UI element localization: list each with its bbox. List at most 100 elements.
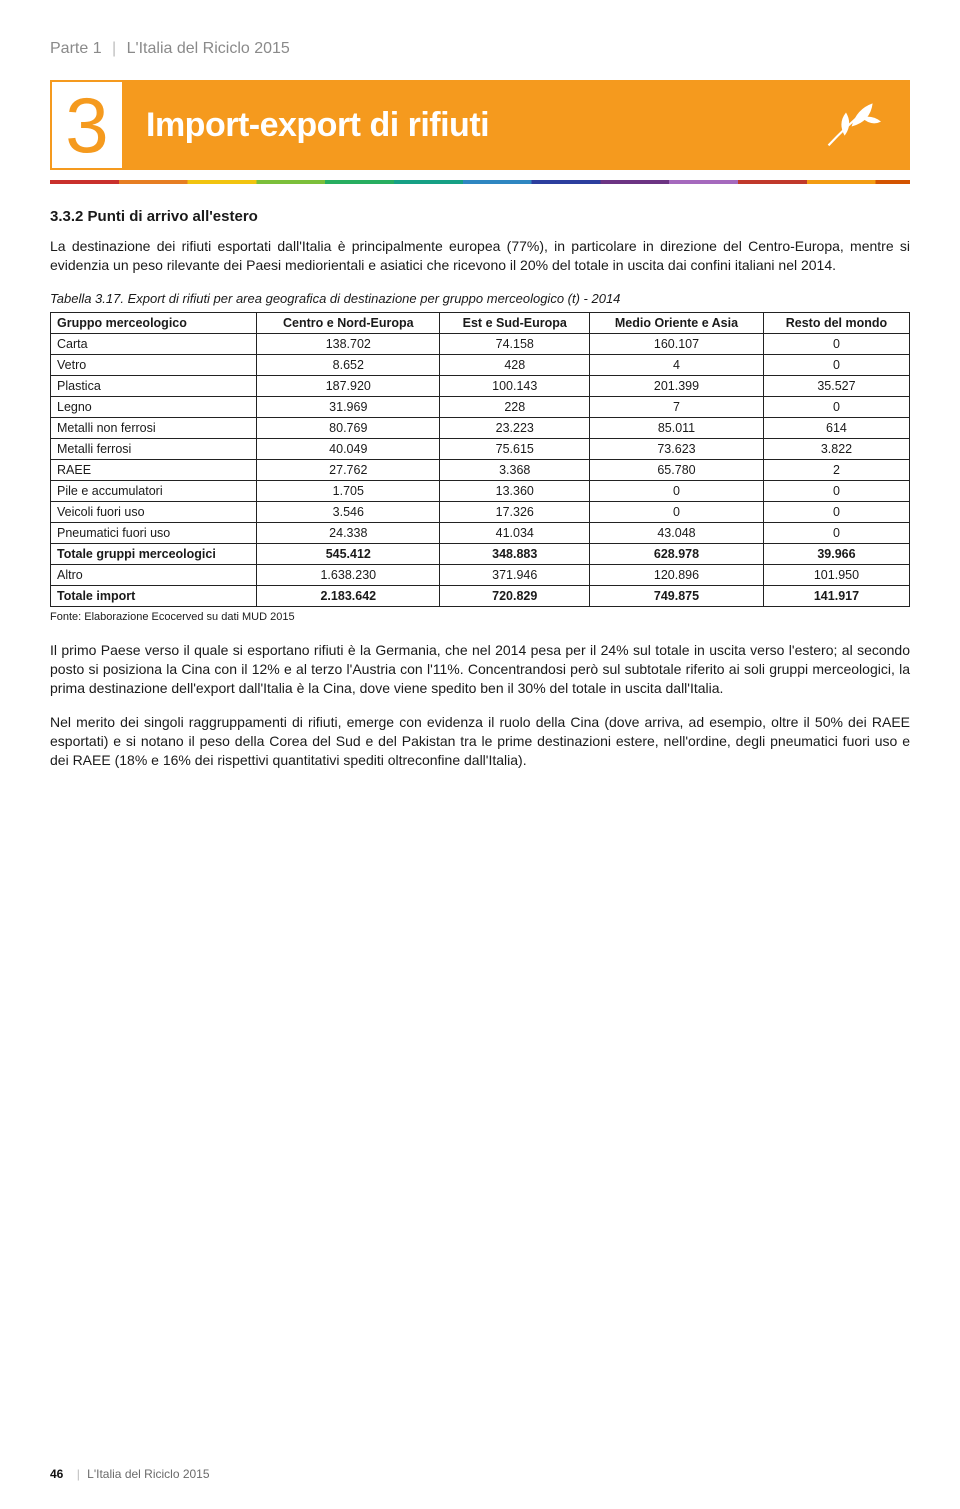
table-row: Metalli ferrosi40.04975.61573.6233.822 xyxy=(51,438,910,459)
table-cell: 85.011 xyxy=(590,417,764,438)
table-cell: 31.969 xyxy=(257,396,440,417)
table-cell: Pile e accumulatori xyxy=(51,480,257,501)
table-cell: 13.360 xyxy=(440,480,590,501)
chapter-title: Import-export di rifiuti xyxy=(146,106,489,145)
rainbow-divider xyxy=(50,180,910,184)
table-cell: Altro xyxy=(51,564,257,585)
table-cell: Pneumatici fuori uso xyxy=(51,522,257,543)
table-cell: 545.412 xyxy=(257,543,440,564)
chapter-title-bar: Import-export di rifiuti xyxy=(124,80,910,170)
table-cell: 43.048 xyxy=(590,522,764,543)
table-header-cell: Centro e Nord-Europa xyxy=(257,312,440,333)
table-cell: 2 xyxy=(763,459,909,480)
table-cell: 8.652 xyxy=(257,354,440,375)
section-heading: 3.3.2 Punti di arrivo all'estero xyxy=(50,208,910,225)
table-row: Plastica187.920100.143201.39935.527 xyxy=(51,375,910,396)
table-cell: Legno xyxy=(51,396,257,417)
leaf-icon xyxy=(818,88,888,163)
table-cell: 1.638.230 xyxy=(257,564,440,585)
table-cell: 0 xyxy=(763,333,909,354)
table-cell: 75.615 xyxy=(440,438,590,459)
table-cell: 614 xyxy=(763,417,909,438)
table-cell: 187.920 xyxy=(257,375,440,396)
table-cell: 0 xyxy=(763,480,909,501)
table-cell: 39.966 xyxy=(763,543,909,564)
table-cell: 628.978 xyxy=(590,543,764,564)
section-number: 3.3.2 xyxy=(50,208,83,225)
table-cell: 0 xyxy=(763,396,909,417)
table-cell: 7 xyxy=(590,396,764,417)
table-cell: 0 xyxy=(763,354,909,375)
chapter-number: 3 xyxy=(65,86,108,164)
table-cell: 3.822 xyxy=(763,438,909,459)
table-row: Totale import2.183.642720.829749.875141.… xyxy=(51,585,910,606)
table-cell: 201.399 xyxy=(590,375,764,396)
table-cell: 720.829 xyxy=(440,585,590,606)
table-cell: 74.158 xyxy=(440,333,590,354)
table-cell: 73.623 xyxy=(590,438,764,459)
table-cell: 160.107 xyxy=(590,333,764,354)
page-footer: 46 | L'Italia del Riciclo 2015 xyxy=(50,1467,210,1481)
page-number: 46 xyxy=(50,1467,63,1481)
table-cell: 4 xyxy=(590,354,764,375)
table-cell: 40.049 xyxy=(257,438,440,459)
table-cell: 101.950 xyxy=(763,564,909,585)
table-cell: 35.527 xyxy=(763,375,909,396)
chapter-banner: 3 Import-export di rifiuti xyxy=(50,80,910,170)
table-cell: 0 xyxy=(763,522,909,543)
table-cell: 41.034 xyxy=(440,522,590,543)
table-cell: 27.762 xyxy=(257,459,440,480)
table-row: Metalli non ferrosi80.76923.22385.011614 xyxy=(51,417,910,438)
separator: | xyxy=(112,40,116,57)
table-header-cell: Est e Sud-Europa xyxy=(440,312,590,333)
table-cell: 3.368 xyxy=(440,459,590,480)
export-table: Gruppo merceologicoCentro e Nord-EuropaE… xyxy=(50,312,910,607)
table-cell: 0 xyxy=(590,480,764,501)
table-cell: Totale import xyxy=(51,585,257,606)
section-title: Punti di arrivo all'estero xyxy=(88,208,258,225)
table-cell: 228 xyxy=(440,396,590,417)
table-header-cell: Medio Oriente e Asia xyxy=(590,312,764,333)
table-cell: 80.769 xyxy=(257,417,440,438)
chapter-number-box: 3 xyxy=(50,80,124,170)
table-header-cell: Gruppo merceologico xyxy=(51,312,257,333)
table-cell: 749.875 xyxy=(590,585,764,606)
table-cell: 2.183.642 xyxy=(257,585,440,606)
table-cell: Metalli ferrosi xyxy=(51,438,257,459)
table-row: Carta138.70274.158160.1070 xyxy=(51,333,910,354)
table-row: Pile e accumulatori1.70513.36000 xyxy=(51,480,910,501)
doc-title: L'Italia del Riciclo 2015 xyxy=(127,40,290,57)
table-cell: 141.917 xyxy=(763,585,909,606)
table-cell: 0 xyxy=(763,501,909,522)
table-cell: 348.883 xyxy=(440,543,590,564)
table-source: Fonte: Elaborazione Ecocerved su dati MU… xyxy=(50,611,910,623)
table-cell: 3.546 xyxy=(257,501,440,522)
table-cell: 24.338 xyxy=(257,522,440,543)
table-cell: 17.326 xyxy=(440,501,590,522)
table-row: Totale gruppi merceologici545.412348.883… xyxy=(51,543,910,564)
footer-separator: | xyxy=(77,1467,80,1481)
table-row: Vetro8.65242840 xyxy=(51,354,910,375)
table-cell: 65.780 xyxy=(590,459,764,480)
table-row: RAEE27.7623.36865.7802 xyxy=(51,459,910,480)
table-cell: Vetro xyxy=(51,354,257,375)
table-caption: Tabella 3.17. Export di rifiuti per area… xyxy=(50,291,910,306)
table-cell: Metalli non ferrosi xyxy=(51,417,257,438)
table-cell: Veicoli fuori uso xyxy=(51,501,257,522)
body-paragraph-2: Nel merito dei singoli raggruppamenti di… xyxy=(50,713,910,770)
table-cell: Carta xyxy=(51,333,257,354)
intro-paragraph: La destinazione dei rifiuti esportati da… xyxy=(50,237,910,275)
table-cell: Totale gruppi merceologici xyxy=(51,543,257,564)
table-cell: 138.702 xyxy=(257,333,440,354)
table-header-cell: Resto del mondo xyxy=(763,312,909,333)
table-body: Carta138.70274.158160.1070Vetro8.6524284… xyxy=(51,333,910,606)
table-cell: 100.143 xyxy=(440,375,590,396)
table-cell: Plastica xyxy=(51,375,257,396)
footer-title: L'Italia del Riciclo 2015 xyxy=(87,1467,209,1481)
table-row: Altro1.638.230371.946120.896101.950 xyxy=(51,564,910,585)
table-row: Pneumatici fuori uso24.33841.03443.0480 xyxy=(51,522,910,543)
table-row: Legno31.96922870 xyxy=(51,396,910,417)
table-cell: 428 xyxy=(440,354,590,375)
table-cell: 23.223 xyxy=(440,417,590,438)
table-row: Veicoli fuori uso3.54617.32600 xyxy=(51,501,910,522)
